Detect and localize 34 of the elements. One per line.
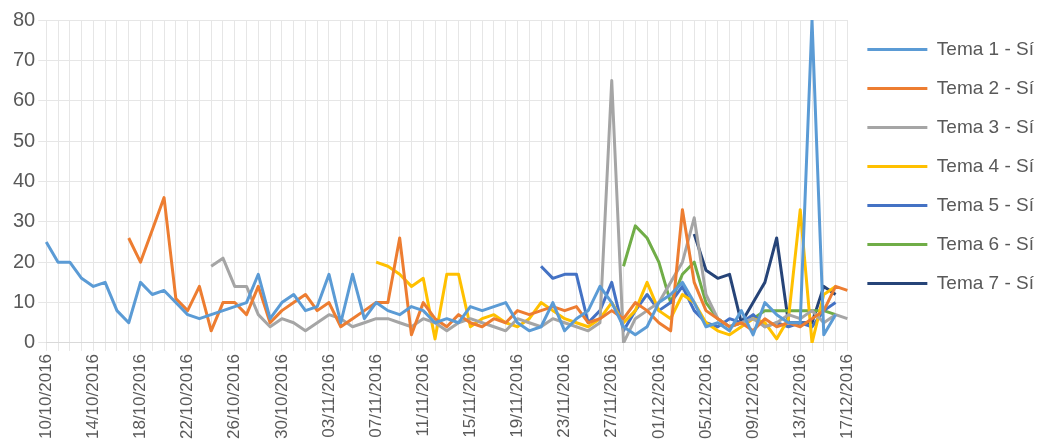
- legend-label: Tema 4 - Sí: [936, 154, 1035, 176]
- x-tick-label: 10/10/2016: [35, 353, 55, 440]
- y-tick-label: 10: [13, 290, 36, 313]
- legend-label: Tema 1 - Sí: [936, 37, 1035, 59]
- legend-label: Tema 7 - Sí: [936, 271, 1035, 293]
- x-tick-label: 11/11/2016: [412, 353, 432, 437]
- y-tick-label: 70: [13, 47, 36, 70]
- y-tick-label: 80: [13, 7, 36, 30]
- y-tick-label: 50: [13, 128, 36, 151]
- x-tick-label: 09/12/2016: [742, 353, 762, 440]
- x-tick-label: 01/12/2016: [648, 353, 668, 440]
- x-tick-label: 17/12/2016: [837, 353, 857, 440]
- legend-label: Tema 5 - Sí: [936, 193, 1035, 215]
- x-tick-label: 14/10/2016: [83, 353, 103, 440]
- legend-label: Tema 6 - Sí: [936, 232, 1035, 254]
- x-tick-label: 03/11/2016: [318, 353, 338, 438]
- y-tick-label: 0: [24, 330, 36, 353]
- x-tick-label: 15/11/2016: [460, 353, 480, 438]
- x-tick-label: 05/12/2016: [695, 353, 715, 440]
- x-tick-label: 19/11/2016: [507, 353, 527, 438]
- y-tick-label: 40: [13, 168, 36, 191]
- x-tick-label: 23/11/2016: [554, 353, 574, 438]
- legend-label: Tema 3 - Sí: [936, 115, 1035, 137]
- x-tick-label: 27/11/2016: [601, 353, 621, 438]
- y-tick-label: 30: [13, 209, 36, 232]
- y-tick-label: 60: [13, 88, 36, 111]
- x-tick-label: 30/10/2016: [271, 353, 291, 440]
- x-tick-label: 26/10/2016: [224, 353, 244, 440]
- x-tick-label: 13/12/2016: [789, 353, 809, 440]
- x-tick-label: 18/10/2016: [130, 353, 150, 440]
- x-tick-label: 07/11/2016: [365, 353, 385, 438]
- x-tick-label: 22/10/2016: [177, 353, 197, 440]
- legend-label: Tema 2 - Sí: [936, 76, 1035, 98]
- y-tick-label: 20: [13, 249, 36, 272]
